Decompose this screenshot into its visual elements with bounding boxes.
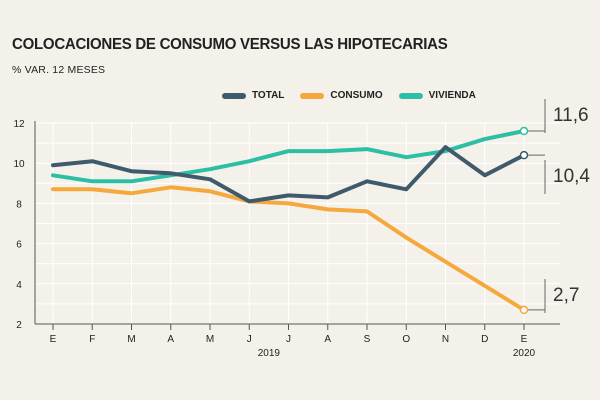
legend-item-total: TOTAL <box>222 90 284 101</box>
chart-subtitle: % VAR. 12 MESES <box>12 64 106 76</box>
end-marker-total <box>519 150 529 160</box>
legend-swatch-total <box>222 92 246 99</box>
x-tick-label: S <box>364 334 371 345</box>
legend-label-consumo: CONSUMO <box>330 90 383 101</box>
x-tick-label: J <box>247 334 252 345</box>
legend-item-vivienda: VIVIENDA <box>398 90 476 101</box>
y-tick-label: 4 <box>16 280 22 291</box>
legend-swatch-consumo <box>300 92 325 99</box>
end-marker-vivienda <box>519 126 529 136</box>
y-tick-label: 12 <box>13 119 25 130</box>
legend-swatch-vivienda <box>398 92 423 99</box>
x-tick-label: N <box>442 334 449 345</box>
chart-title: COLOCACIONES DE CONSUMO VERSUS LAS HIPOT… <box>12 36 448 53</box>
y-tick-label: 10 <box>13 159 25 170</box>
x-tick-label: M <box>127 334 135 345</box>
x-tick-label: F <box>89 334 95 345</box>
end-value-consumo: 2,7 <box>553 285 579 306</box>
end-value-total: 10,4 <box>553 166 590 187</box>
x-tick-label: E <box>521 334 528 345</box>
end-value-vivienda: 11,6 <box>553 105 589 126</box>
y-tick-label: 6 <box>16 240 22 251</box>
end-marker-consumo <box>519 305 529 315</box>
x-tick-label: A <box>167 334 174 345</box>
x-tick-label: M <box>206 334 214 345</box>
year-label: 2019 <box>258 348 281 359</box>
x-tick-label: J <box>286 334 291 345</box>
x-tick-label: D <box>481 334 488 345</box>
x-tick-label: O <box>402 334 410 345</box>
x-tick-label: E <box>50 334 57 345</box>
year-label: 2020 <box>513 348 536 359</box>
series-line-total <box>51 145 526 204</box>
series-line-vivienda <box>51 129 526 184</box>
legend: TOTAL CONSUMO VIVIENDA <box>222 90 476 101</box>
legend-item-consumo: CONSUMO <box>300 90 383 101</box>
y-tick-label: 8 <box>16 199 22 210</box>
x-tick-label: A <box>324 334 331 345</box>
y-tick-label: 2 <box>16 320 22 331</box>
legend-label-total: TOTAL <box>252 90 285 101</box>
legend-label-vivienda: VIVIENDA <box>428 90 476 101</box>
